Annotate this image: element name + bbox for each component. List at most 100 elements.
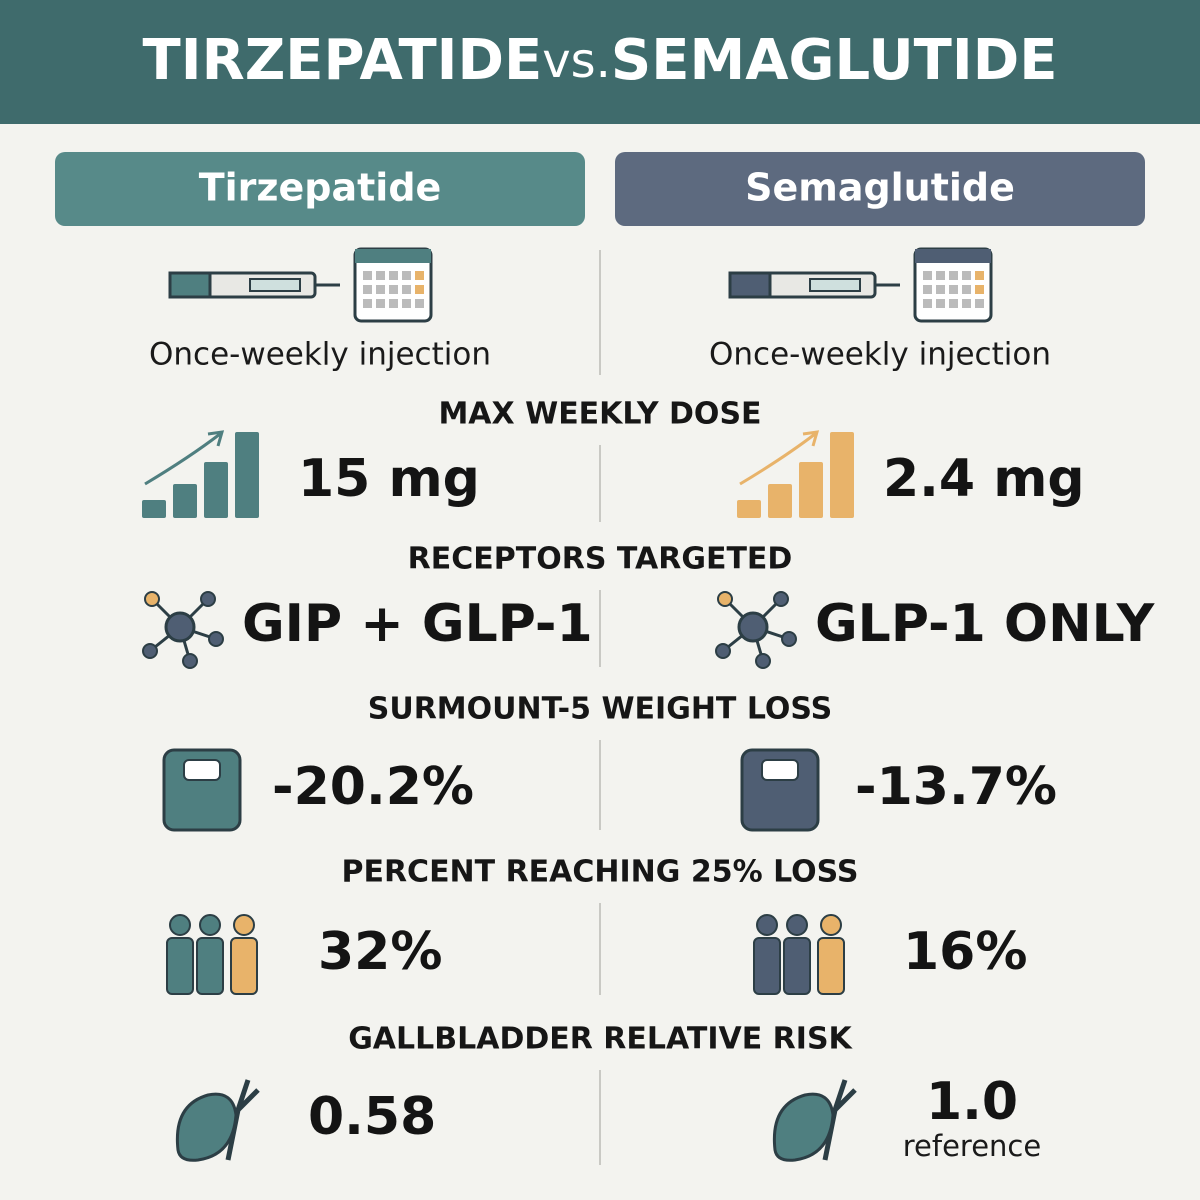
calendar-cell	[415, 271, 424, 280]
scale-dial	[761, 759, 799, 781]
calendar-cell	[389, 285, 398, 294]
person-body	[166, 937, 194, 995]
duct	[225, 1079, 260, 1161]
section-heading: PERCENT REACHING 25% LOSS	[341, 855, 858, 890]
dose-icon	[737, 430, 854, 518]
atom	[781, 631, 797, 647]
column-header-box	[55, 152, 585, 226]
calendar-cell	[376, 285, 385, 294]
title-right: SEMAGLUTIDE	[611, 28, 1058, 93]
atom	[773, 591, 789, 607]
calendar-cell	[962, 285, 971, 294]
section-heading: SURMOUNT-5 WEIGHT LOSS	[368, 692, 833, 727]
title-left: TIRZEPATIDE	[143, 28, 543, 93]
icon-bar	[737, 500, 761, 518]
calendar-cell	[936, 285, 945, 294]
gallbladder-icon	[175, 1079, 260, 1162]
dosing-text: Once-weekly injection	[709, 337, 1051, 373]
section-value: 16%	[903, 922, 1027, 982]
atom	[208, 631, 224, 647]
icon-arrow	[739, 430, 820, 486]
section-value: 2.4 mg	[883, 449, 1085, 509]
section-value: 32%	[318, 922, 442, 982]
people-icon	[166, 914, 258, 995]
person-head	[199, 914, 221, 936]
calendar-cell	[949, 285, 958, 294]
pen-window	[809, 278, 861, 292]
section-value: -13.7%	[855, 757, 1057, 817]
atom	[182, 653, 198, 669]
calendar-cell	[923, 299, 932, 308]
icon-bar	[799, 462, 823, 518]
icon-bar	[204, 462, 228, 518]
atom	[755, 653, 771, 669]
calendar-cell	[415, 299, 424, 308]
pen-window	[249, 278, 301, 292]
person-head	[233, 914, 255, 936]
calendar-cell	[389, 299, 398, 308]
calendar-cell	[936, 299, 945, 308]
calendar-cell	[376, 299, 385, 308]
gallbladder	[175, 1092, 238, 1162]
person-body	[817, 937, 845, 995]
calendar-cell	[923, 285, 932, 294]
header-band	[0, 0, 1200, 124]
title: TIRZEPATIDEvs.SEMAGLUTIDE	[143, 28, 1058, 93]
section-heading: RECEPTORS TARGETED	[408, 542, 793, 577]
pen-cap	[168, 271, 212, 299]
section-heading: GALLBLADDER RELATIVE RISK	[348, 1022, 853, 1057]
calendar-cell	[936, 271, 945, 280]
person-head	[169, 914, 191, 936]
icon-bar	[173, 484, 197, 518]
calendar-cell	[402, 299, 411, 308]
calendar-cell	[363, 299, 372, 308]
section-note: reference	[903, 1129, 1041, 1163]
person-body	[753, 937, 781, 995]
dosing-text: Once-weekly injection	[149, 337, 491, 373]
section-heading: MAX WEEKLY DOSE	[438, 397, 761, 432]
section-value: 1.0	[926, 1072, 1018, 1132]
atom	[142, 643, 158, 659]
scale-dial	[183, 759, 221, 781]
calendar-cell	[975, 285, 984, 294]
section-value: GLP-1 ONLY	[815, 594, 1156, 654]
calendar-cell	[415, 285, 424, 294]
atom	[717, 591, 733, 607]
calendar-cell	[962, 271, 971, 280]
calendar-cell	[949, 299, 958, 308]
gallbladder-icon	[772, 1079, 857, 1162]
atom	[144, 591, 160, 607]
icon-bar	[235, 432, 259, 518]
people-icon	[753, 914, 845, 995]
duct	[822, 1079, 857, 1161]
calendar-cell	[402, 271, 411, 280]
calendar-cell	[975, 299, 984, 308]
receptor-icon	[715, 591, 797, 669]
injection-icon	[728, 247, 993, 323]
person-body	[230, 937, 258, 995]
column-header: Semaglutide	[745, 166, 1015, 210]
atom	[200, 591, 216, 607]
icon-arrow	[144, 430, 225, 486]
calendar-cell	[363, 271, 372, 280]
calendar-top	[915, 249, 991, 263]
title-middle: vs.	[542, 33, 611, 89]
section-value: GIP + GLP-1	[242, 594, 593, 654]
calendar-cell	[949, 271, 958, 280]
person-body	[783, 937, 811, 995]
column-header-box	[615, 152, 1145, 226]
atom	[715, 643, 731, 659]
section-value: 15 mg	[298, 449, 480, 509]
person-head	[786, 914, 808, 936]
atom-center	[164, 611, 196, 643]
pen-cap	[728, 271, 772, 299]
person-head	[820, 914, 842, 936]
column-header: Tirzepatide	[199, 166, 442, 210]
icon-bar	[142, 500, 166, 518]
icon-bar	[768, 484, 792, 518]
calendar-cell	[363, 285, 372, 294]
calendar-cell	[923, 271, 932, 280]
section-value: 0.58	[308, 1087, 436, 1147]
person-head	[756, 914, 778, 936]
